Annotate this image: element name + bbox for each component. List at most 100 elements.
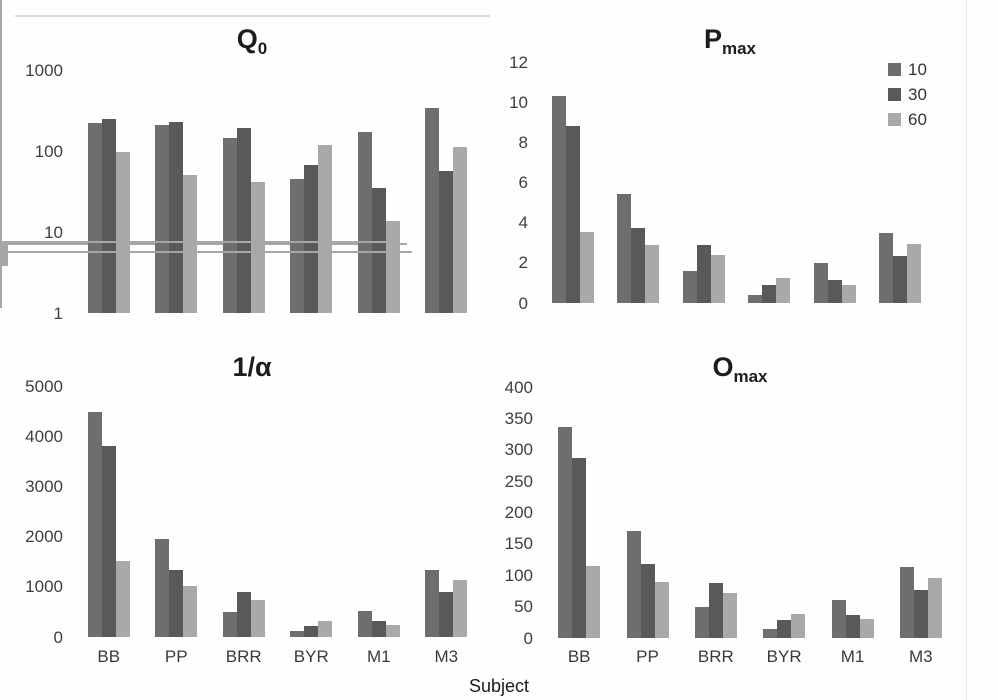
bar-BRR-10 [222,611,237,637]
bar-BYR-30 [777,620,792,638]
y-tick-label: 200 [504,503,533,522]
bar-PP-10 [617,193,632,303]
legend-label: 10 [908,60,927,79]
bar-PP-60 [183,585,198,637]
y-tick-label: 400 [504,377,533,397]
bar-M3-60 [453,147,468,313]
bar-M1-30 [845,615,860,638]
bar-M1-60 [385,624,400,637]
bar-BRR-10 [682,270,697,303]
chart-title: Omax [590,352,890,392]
legend-swatch [888,63,901,76]
bar-M1-30 [371,187,386,313]
bar-PP-60 [183,175,198,313]
y-tick-label: 1000 [25,60,63,80]
category-label: M1 [366,647,391,666]
x-tick-mark [0,302,2,308]
chart-omax: Omax 400 350 300 250 200 150 100 50 0 BB PP BRR BYR M1… [0,0,942,666]
bar-PP-30 [640,563,655,638]
y-tick-label: 100 [34,141,63,161]
bar-BB-30 [101,446,116,637]
bar-M1-60 [859,619,874,638]
y-tick-label: 6 [518,173,528,192]
x-tick-mark [0,272,2,278]
bar-M1-60 [841,284,856,303]
category-label: M1 [840,647,865,666]
bar-PP-10 [155,124,170,313]
legend-swatch [888,113,901,126]
y-tick-mark [0,258,8,260]
x-tick-mark [0,284,2,290]
x-tick-mark [0,296,2,302]
x-axis [0,241,395,243]
chart-title: Pmax [580,24,880,64]
bar-BRR-30 [236,128,251,313]
bar-PP-10 [155,539,170,637]
legend-label: 30 [908,85,927,104]
chart-pmax: Pmax 12 10 8 6 4 2 0 10 30 60 [0,0,927,312]
y-tick-label: 3000 [25,476,63,496]
bar-M3-60 [453,580,468,637]
bar-M1-10 [831,600,846,638]
bar-M1-10 [357,131,372,313]
chart-q0: Q0 1000 100 10 1 [0,0,468,322]
y-tick-mark [0,261,8,263]
bar-M3-30 [439,171,454,313]
bar-BYR-10 [748,294,763,303]
chart-title: Q0 [102,24,402,64]
bar-BYR-60 [791,614,806,638]
bar-BYR-60 [318,144,333,313]
x-axis [0,251,412,253]
y-tick-label: 1000 [25,577,63,597]
bar-M3-10 [899,567,914,638]
bar-M3-60 [927,577,942,638]
bar-BB-10 [558,426,573,638]
y-tick-label: 50 [514,597,533,617]
category-label: BYR [293,647,329,666]
y-tick-mark [0,260,8,262]
chart-title-main: Q [236,24,258,54]
bar-M1-10 [813,262,828,303]
category-label: BB [97,647,121,666]
bar-BYR-30 [762,284,777,303]
legend-item: 10 [888,57,927,82]
y-tick-label: 2000 [25,527,63,547]
y-tick-mark [0,250,8,252]
y-tick-label: 250 [504,471,533,491]
bar-M3-30 [913,589,928,638]
y-tick-mark [0,247,8,249]
y-tick-label: 10 [509,92,528,112]
category-label: PP [636,647,659,666]
y-tick-label: 0 [523,628,533,648]
y-tick-mark [0,263,8,265]
figure-edge-line-right [966,0,967,700]
y-tick-label: 1 [53,303,63,323]
chart-title-main: O [712,352,734,382]
chart-title-main: 1/α [232,352,272,382]
bar-BRR-60 [250,182,265,313]
legend-label: 60 [908,110,927,129]
x-tick-mark [0,266,2,272]
y-tick-mark [0,255,8,257]
bar-BYR-30 [304,625,319,637]
bar-PP-60 [645,244,660,303]
x-axis-title: Subject [468,676,530,696]
bar-M1-60 [385,221,400,313]
chart-title-main: P [703,24,722,54]
bar-BRR-30 [708,582,723,638]
category-label: BB [567,647,591,666]
bar-BRR-30 [696,244,711,303]
bar-BRR-60 [250,600,265,637]
bar-PP-10 [626,530,641,638]
bar-BB-60 [115,152,130,313]
bar-BYR-60 [776,277,791,303]
bar-PP-60 [654,581,669,638]
y-tick-label: 8 [518,132,528,152]
legend: 10 30 60 [888,57,927,132]
y-tick-mark [0,257,8,259]
y-tick-label: 12 [509,52,528,72]
chart-title-subscript: max [733,367,768,386]
bar-BRR-10 [694,606,709,638]
chart-title: 1/α [102,352,402,382]
